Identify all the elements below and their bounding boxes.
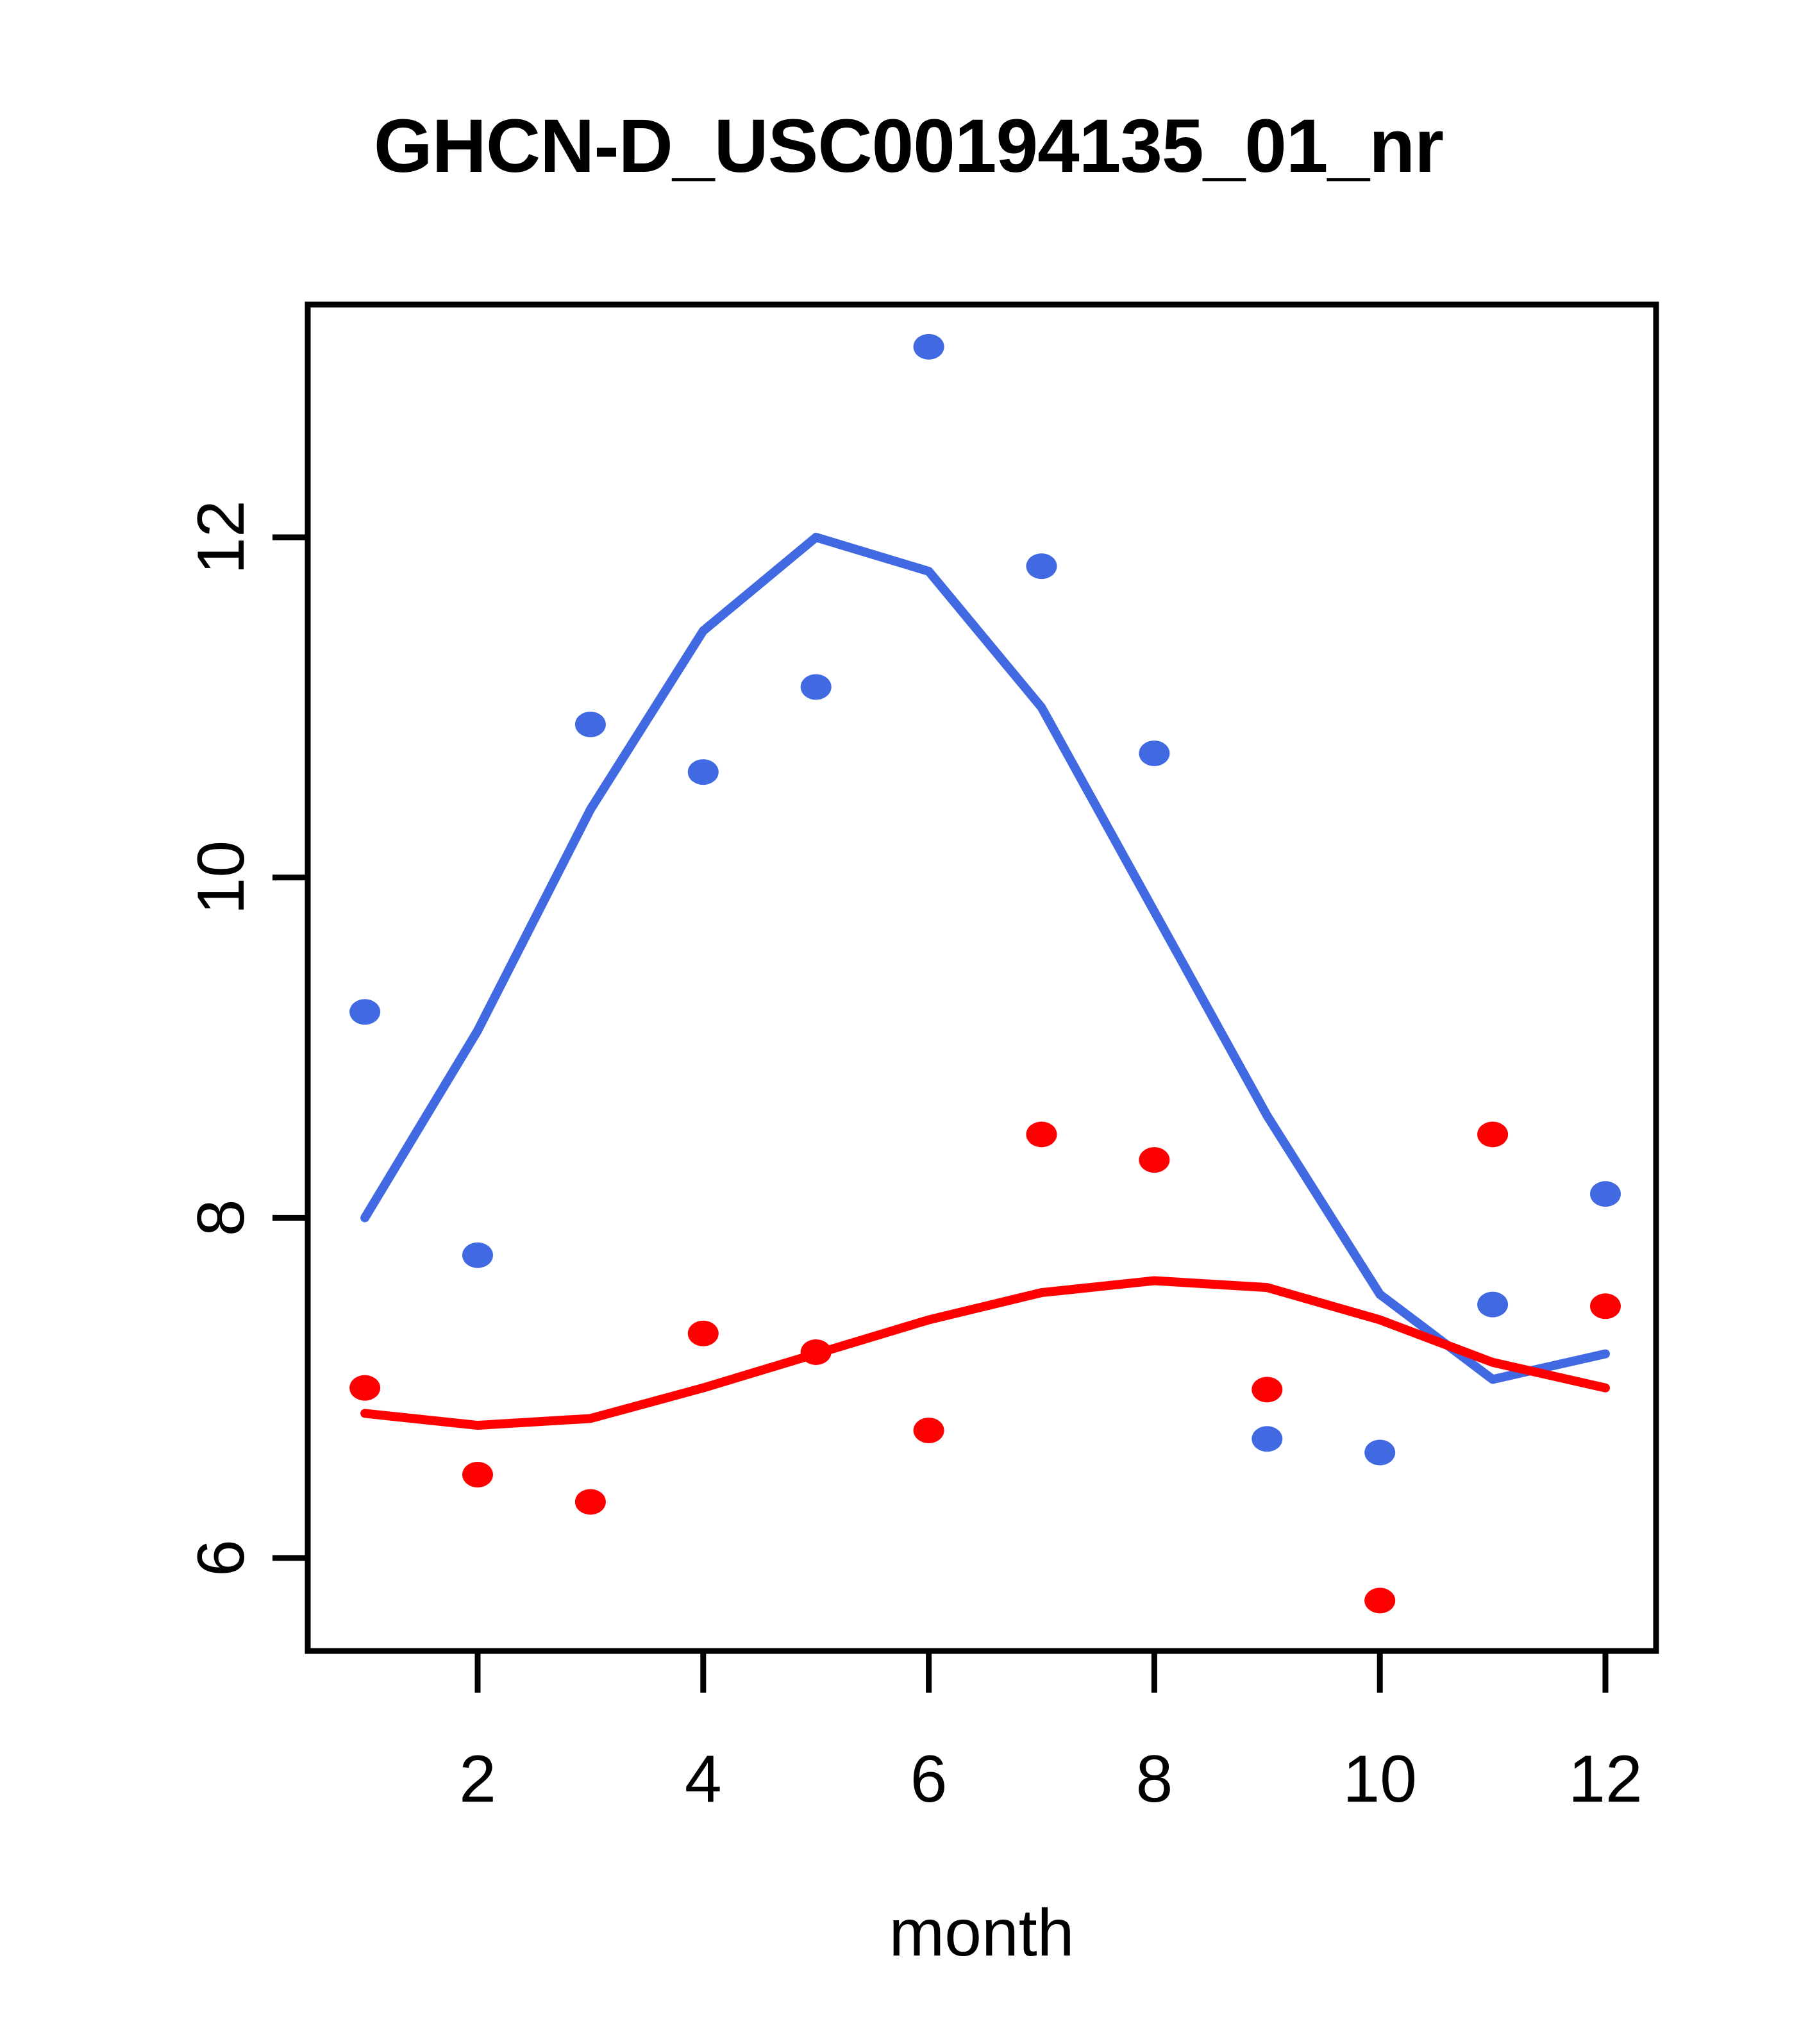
data-point bbox=[1364, 1439, 1396, 1466]
data-point bbox=[687, 1320, 719, 1346]
series-line-blue-line bbox=[360, 533, 1610, 1384]
plot-frame bbox=[305, 301, 1659, 1654]
x-axis-title: month bbox=[889, 1896, 1074, 1970]
series-points-blue-points bbox=[349, 333, 1621, 1466]
y-axis-ticks bbox=[272, 534, 308, 1561]
y-axis-tick-label: 10 bbox=[184, 841, 258, 915]
data-point bbox=[687, 759, 719, 785]
data-point bbox=[349, 999, 381, 1025]
page-title: GHCN-D_USC00194135_01_nr bbox=[373, 104, 1444, 188]
series-points-red-points bbox=[349, 1121, 1621, 1614]
data-point bbox=[1477, 1121, 1509, 1148]
y-axis-tick-label: 12 bbox=[184, 500, 258, 574]
x-axis-tick-label: 4 bbox=[685, 1742, 722, 1816]
x-axis-tick-label: 8 bbox=[1135, 1742, 1173, 1816]
x-axis-tick-label: 2 bbox=[459, 1742, 496, 1816]
y-axis-tick-label: 8 bbox=[184, 1199, 258, 1236]
data-point bbox=[1139, 1147, 1170, 1173]
data-point bbox=[913, 333, 944, 360]
x-axis-tick-label: 12 bbox=[1568, 1742, 1643, 1816]
y-axis-tick-label: 6 bbox=[184, 1539, 258, 1577]
y-axis-tick-labels: 6 8 10 12 bbox=[184, 500, 258, 1577]
x-axis-tick-label: 6 bbox=[910, 1742, 948, 1816]
data-point bbox=[574, 1489, 606, 1515]
data-point bbox=[574, 711, 606, 737]
plot-border bbox=[305, 301, 1659, 1654]
series-layer bbox=[349, 333, 1621, 1614]
data-point bbox=[349, 1375, 381, 1401]
data-point bbox=[1590, 1293, 1621, 1319]
data-point bbox=[1364, 1587, 1396, 1614]
x-axis-ticks bbox=[474, 1651, 1609, 1693]
series-line-red-line bbox=[360, 1276, 1610, 1430]
data-point bbox=[800, 674, 832, 700]
data-point bbox=[1139, 740, 1170, 766]
x-axis-tick-label: 10 bbox=[1343, 1742, 1417, 1816]
data-point bbox=[1026, 1121, 1057, 1148]
data-point bbox=[1252, 1377, 1283, 1403]
data-point bbox=[913, 1418, 944, 1443]
data-point bbox=[1477, 1291, 1509, 1318]
data-point bbox=[462, 1461, 493, 1487]
data-point bbox=[462, 1242, 493, 1268]
data-point bbox=[800, 1339, 832, 1365]
data-point bbox=[1590, 1181, 1621, 1207]
x-axis-tick-labels: 2 4 6 8 10 12 bbox=[459, 1742, 1643, 1816]
data-point bbox=[1026, 553, 1057, 580]
data-point bbox=[1252, 1426, 1283, 1452]
